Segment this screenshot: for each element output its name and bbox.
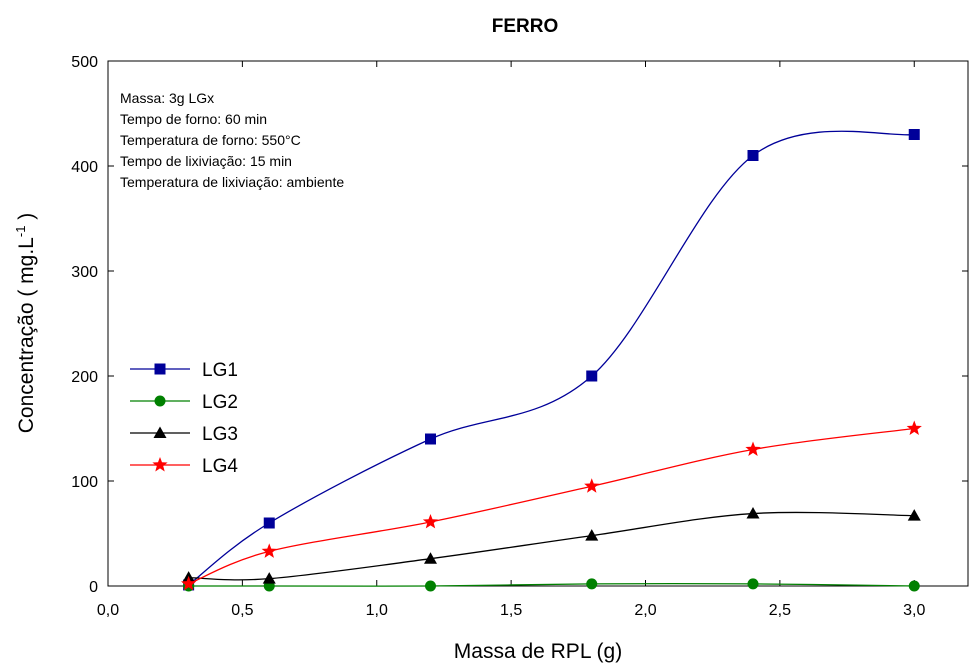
series-line <box>188 130 915 586</box>
data-point <box>746 507 760 519</box>
data-point <box>908 129 920 140</box>
data-point <box>425 580 436 592</box>
annotation-block: Massa: 3g LGx Tempo de forno: 60 min Tem… <box>120 90 344 190</box>
annotation-line: Massa: 3g LGx <box>120 90 214 106</box>
y-axis-label-main: Concentração ( mg.L <box>15 237 38 433</box>
plot-frame <box>107 60 969 587</box>
x-tick-label: 1,0 <box>366 602 388 619</box>
x-tick-label: 2,0 <box>634 602 656 619</box>
y-tick-label: 200 <box>71 369 98 386</box>
y-tick-label: 100 <box>71 474 98 491</box>
legend-label: LG4 <box>202 456 238 477</box>
y-tick-label: 500 <box>71 54 98 71</box>
series-lg4 <box>181 420 922 591</box>
legend-label: LG1 <box>202 360 238 381</box>
series-lg2 <box>183 578 920 592</box>
annotation-line: Temperatura de forno: 550°C <box>120 132 301 148</box>
legend-item-lg3: LG3 <box>130 424 238 445</box>
data-point <box>261 543 277 558</box>
data-point <box>745 441 761 456</box>
data-point <box>263 517 275 529</box>
data-point <box>586 370 598 382</box>
data-point <box>181 575 197 591</box>
y-axis-label: Concentração ( mg.L-1 ) <box>13 213 38 434</box>
data-point <box>906 420 922 435</box>
series-lg1 <box>183 129 920 591</box>
legend-item-lg2: LG2 <box>130 392 238 413</box>
data-point <box>584 478 600 493</box>
x-tick-label: 3,0 <box>903 602 925 619</box>
legend-label: LG3 <box>202 424 238 445</box>
x-tick-label: 0,0 <box>97 602 119 619</box>
x-tick-label: 2,5 <box>769 602 791 619</box>
series-lg3 <box>182 507 921 584</box>
legend: LG1 LG2 LG3 LG4 <box>130 360 238 477</box>
legend-item-lg1: LG1 <box>130 360 238 381</box>
data-point <box>262 572 276 584</box>
y-axis-label-superscript: -1 <box>13 226 28 238</box>
x-tick-label: 1,5 <box>500 602 522 619</box>
data-point <box>422 513 439 529</box>
legend-marker <box>154 395 166 407</box>
data-point <box>747 150 759 161</box>
data-point <box>425 433 436 445</box>
data-point <box>908 580 920 592</box>
series-layer <box>181 129 922 592</box>
series-line <box>188 511 915 581</box>
x-axis-label: Massa de RPL (g) <box>454 640 622 663</box>
y-tick-label: 300 <box>71 264 98 281</box>
chart-title: FERRO <box>492 16 559 37</box>
annotation-line: Temperatura de lixiviação: ambiente <box>120 174 344 190</box>
legend-marker <box>154 363 166 375</box>
data-point <box>747 578 759 590</box>
data-point <box>907 509 921 521</box>
x-tick-label: 0,5 <box>231 602 253 619</box>
y-axis: 0 100 200 300 400 500 <box>71 54 968 596</box>
legend-label: LG2 <box>202 392 238 413</box>
data-point <box>586 578 598 590</box>
legend-marker <box>152 457 168 472</box>
data-point <box>424 552 437 564</box>
y-axis-label-suffix: ) <box>15 213 38 226</box>
legend-marker <box>153 426 167 438</box>
annotation-line: Tempo de lixiviação: 15 min <box>120 153 292 169</box>
data-point <box>585 529 599 541</box>
legend-item-lg4: LG4 <box>130 456 238 477</box>
y-tick-label: 0 <box>89 579 98 596</box>
annotation-line: Tempo de forno: 60 min <box>120 111 267 127</box>
y-tick-label: 400 <box>71 159 98 176</box>
